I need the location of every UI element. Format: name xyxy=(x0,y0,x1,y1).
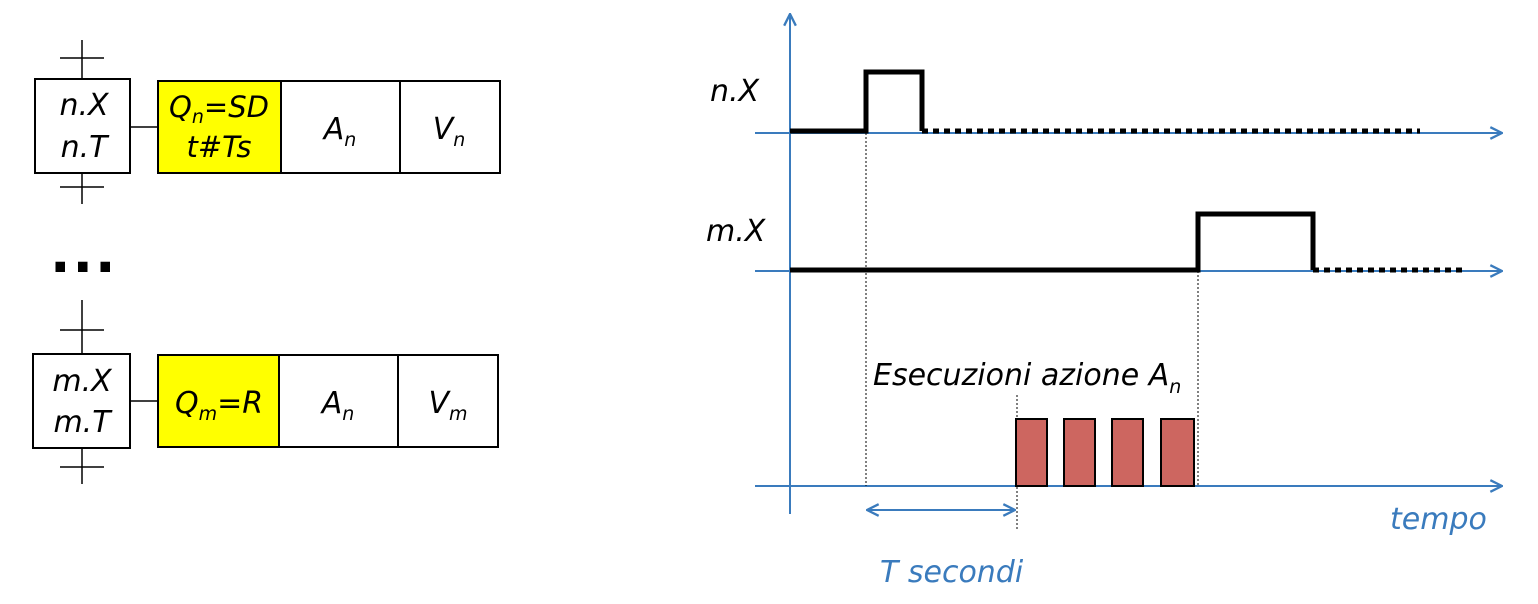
nx-signal-label: n.X xyxy=(710,74,761,109)
time-axis-label: tempo xyxy=(1390,502,1487,537)
step-m-action-cell xyxy=(278,354,399,448)
step-m-variable-text: Vm xyxy=(428,386,467,425)
step-m-variable-cell xyxy=(397,354,499,448)
step-n-variable-text: Vn xyxy=(433,112,466,151)
action-pulse xyxy=(1111,418,1144,487)
step-n-qualifier-time: t#Ts xyxy=(186,130,251,164)
mx-signal-label: m.X xyxy=(706,214,767,249)
step-n-line2: n.T xyxy=(61,130,111,165)
step-m-line1: m.X xyxy=(52,364,113,399)
executions-label: Esecuzioni azione An xyxy=(873,358,1181,398)
step-n-line1: n.X xyxy=(59,88,110,123)
nx-waveform xyxy=(790,69,925,134)
action-pulse xyxy=(1015,418,1048,487)
step-n-variable-cell xyxy=(399,80,501,174)
delay-label: T secondi xyxy=(880,555,1024,590)
ellipsis: ... xyxy=(50,222,118,285)
mx-waveform xyxy=(790,211,1316,273)
step-m-qualifier-cell xyxy=(157,354,280,448)
step-n-box xyxy=(34,78,131,174)
step-n-action-text: An xyxy=(322,112,357,151)
step-n-qualifier-text: Qn=SD xyxy=(169,90,269,128)
step-m-qualifier-text: Qm=R xyxy=(175,386,263,425)
action-pulse xyxy=(1160,418,1195,487)
step-m-action-text: An xyxy=(320,386,355,425)
step-m-line2: m.T xyxy=(53,405,113,440)
step-n-qualifier-cell xyxy=(157,80,282,174)
timing-chart: n.X m.X Esecuzioni azione An T secondi t… xyxy=(706,14,1502,590)
action-pulse xyxy=(1063,418,1096,487)
step-n-block: n.X n.T Qn=SD t#Ts An Vn xyxy=(34,40,501,204)
step-m-block: m.X m.T Qm=R An Vm xyxy=(32,300,499,484)
step-n-action-cell xyxy=(280,80,401,174)
